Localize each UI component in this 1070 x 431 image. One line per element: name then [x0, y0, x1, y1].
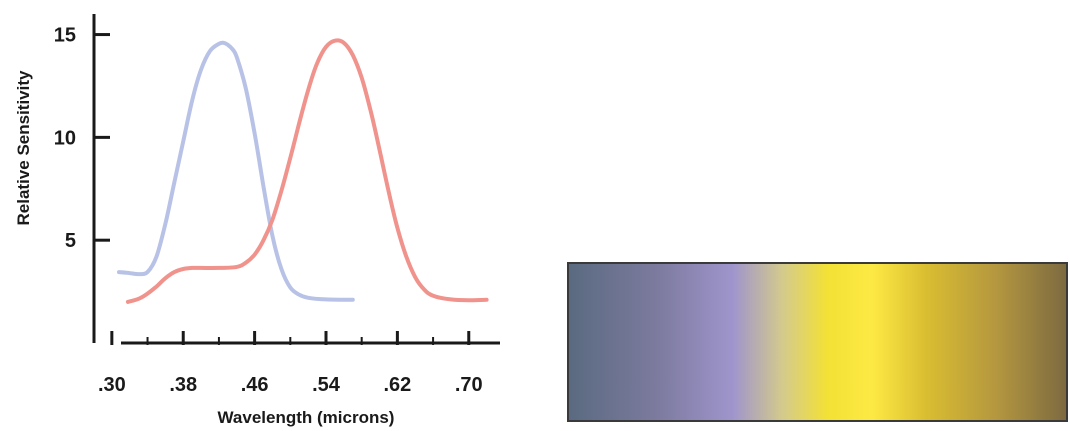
- y-tick-label: 5: [65, 230, 76, 252]
- x-tick-label: .30: [98, 374, 126, 396]
- x-tick-label: .70: [455, 374, 483, 396]
- x-tick-label: .62: [383, 374, 411, 396]
- x-tick-label: .38: [169, 374, 197, 396]
- x-tick-label: .46: [241, 374, 269, 396]
- y-axis-title: Relative Sensitivity: [14, 70, 33, 226]
- series-layer: [117, 38, 489, 304]
- y-axis-ticks: 5 10 15: [54, 25, 110, 252]
- x-tick-label: .54: [312, 374, 341, 396]
- series-line-short-wave: [117, 40, 355, 302]
- series-line-long-wave: [125, 38, 489, 304]
- y-tick-label: 15: [54, 25, 76, 47]
- x-axis-title: Wavelength (microns): [218, 408, 395, 427]
- x-axis-ticks: .30 .38 .46 .54 .62 .70: [98, 331, 483, 396]
- color-spectrum-bar: [567, 262, 1068, 422]
- y-tick-label: 10: [54, 127, 76, 149]
